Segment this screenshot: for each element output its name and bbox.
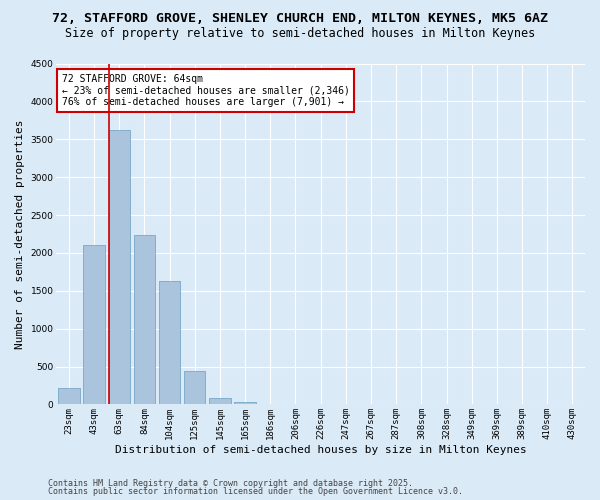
Bar <box>235 402 256 404</box>
X-axis label: Distribution of semi-detached houses by size in Milton Keynes: Distribution of semi-detached houses by … <box>115 445 527 455</box>
Bar <box>109 130 130 404</box>
Text: Contains HM Land Registry data © Crown copyright and database right 2025.: Contains HM Land Registry data © Crown c… <box>48 478 413 488</box>
Text: Size of property relative to semi-detached houses in Milton Keynes: Size of property relative to semi-detach… <box>65 28 535 40</box>
Bar <box>209 398 230 404</box>
Y-axis label: Number of semi-detached properties: Number of semi-detached properties <box>15 119 25 348</box>
Bar <box>134 234 155 404</box>
Bar <box>184 371 205 404</box>
Bar <box>83 246 105 404</box>
Bar <box>58 388 80 404</box>
Text: 72 STAFFORD GROVE: 64sqm
← 23% of semi-detached houses are smaller (2,346)
76% o: 72 STAFFORD GROVE: 64sqm ← 23% of semi-d… <box>62 74 349 107</box>
Text: Contains public sector information licensed under the Open Government Licence v3: Contains public sector information licen… <box>48 487 463 496</box>
Bar <box>159 281 181 404</box>
Text: 72, STAFFORD GROVE, SHENLEY CHURCH END, MILTON KEYNES, MK5 6AZ: 72, STAFFORD GROVE, SHENLEY CHURCH END, … <box>52 12 548 26</box>
